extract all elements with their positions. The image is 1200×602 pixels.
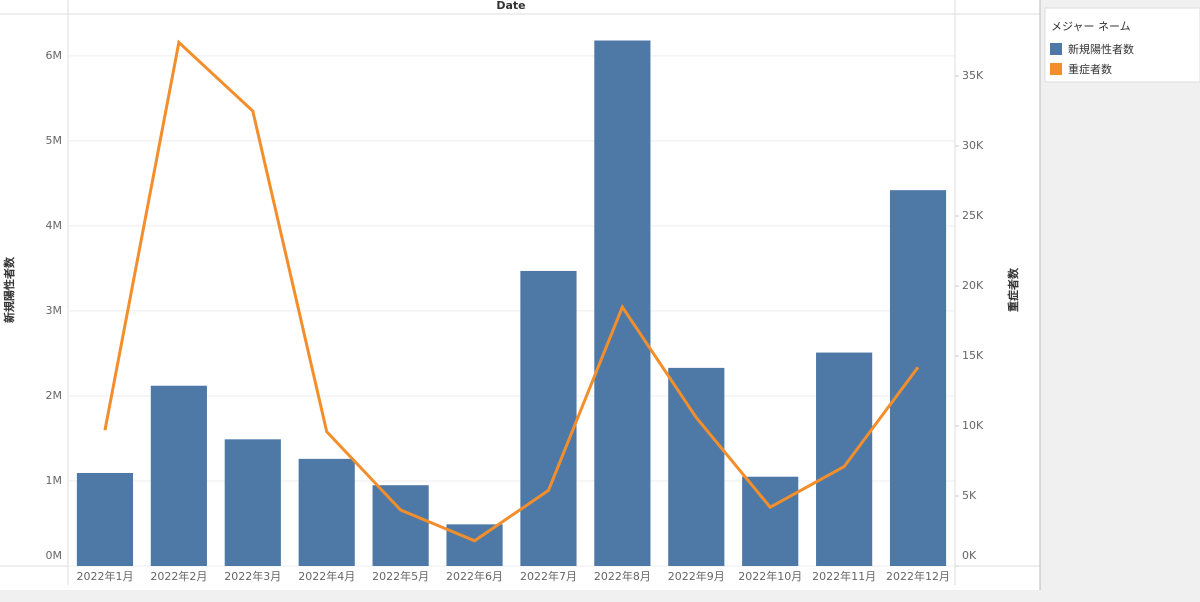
x-tick-label: 2022年1月 — [76, 569, 133, 583]
y-tick-label: 5M — [46, 134, 63, 147]
x-tick-label: 2022年5月 — [372, 569, 429, 583]
bar — [76, 472, 134, 566]
bar — [150, 385, 207, 566]
bar — [742, 476, 799, 566]
y-tick-label: 6M — [46, 49, 63, 62]
y2-tick-label: 5K — [962, 489, 977, 502]
y-tick-label: 0M — [46, 549, 63, 562]
x-tick-label: 2022年9月 — [668, 569, 725, 583]
bar — [816, 352, 873, 566]
y2-title: 重症者数 — [1006, 267, 1020, 312]
x-tick-label: 2022年11月 — [812, 569, 876, 583]
y2-tick-label: 30K — [962, 139, 984, 152]
bar — [372, 485, 429, 566]
x-tick-label: 2022年4月 — [298, 569, 355, 583]
side-panel — [1040, 0, 1200, 602]
bottom-strip — [0, 590, 1040, 602]
y-tick-label: 3M — [46, 304, 63, 317]
bar — [594, 40, 651, 566]
y-tick-label: 1M — [46, 474, 63, 487]
y2-tick-label: 20K — [962, 279, 984, 292]
legend-swatch — [1050, 63, 1062, 75]
bar — [520, 270, 577, 566]
legend-title: メジャー ネーム — [1051, 20, 1131, 33]
y-tick-label: 4M — [46, 219, 63, 232]
line — [103, 39, 920, 543]
y2-tick-label: 25K — [962, 209, 984, 222]
y2-tick-label: 15K — [962, 349, 984, 362]
x-tick-label: 2022年10月 — [738, 569, 802, 583]
y-title: 新規陽性者数 — [2, 256, 16, 323]
x-tick-label: 2022年7月 — [520, 569, 577, 583]
bar — [889, 190, 947, 566]
y-tick-label: 2M — [46, 389, 63, 402]
x-tick-label: 2022年8月 — [594, 569, 651, 583]
y2-tick-label: 0K — [962, 549, 977, 562]
x-tick-label: 2022年2月 — [150, 569, 207, 583]
x-title: Date — [496, 0, 525, 12]
bar — [446, 524, 503, 566]
y2-tick-label: 10K — [962, 419, 984, 432]
x-tick-label: 2022年12月 — [886, 569, 950, 583]
bar — [298, 458, 355, 566]
y2-tick-label: 35K — [962, 69, 984, 82]
x-tick-label: 2022年3月 — [224, 569, 281, 583]
legend-label: 新規陽性者数 — [1068, 42, 1134, 56]
x-tick-label: 2022年6月 — [446, 569, 503, 583]
bar — [224, 439, 281, 566]
legend-swatch — [1050, 43, 1062, 55]
legend-label: 重症者数 — [1068, 62, 1112, 76]
legend-box — [1044, 7, 1200, 83]
bar — [668, 367, 725, 566]
